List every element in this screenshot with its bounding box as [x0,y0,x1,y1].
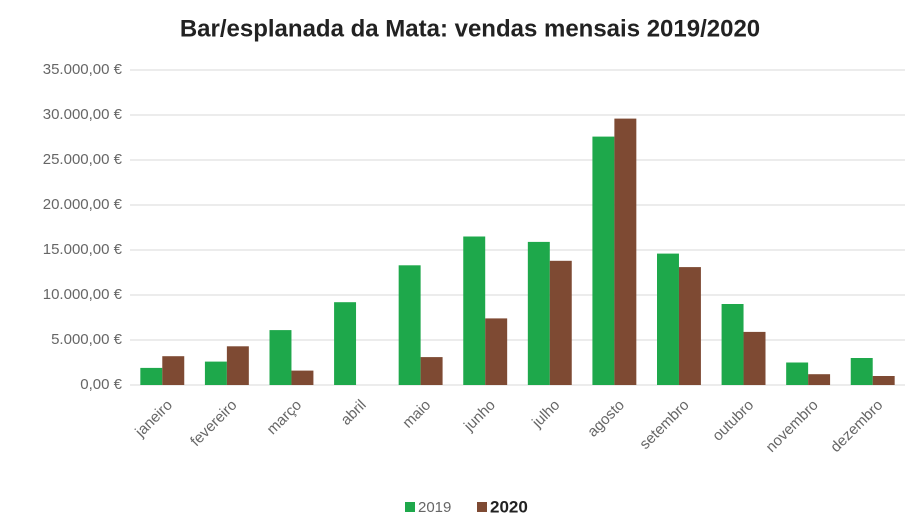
chart-title: Bar/esplanada da Mata: vendas mensais 20… [180,15,760,42]
legend-swatch [405,502,415,512]
x-tick-label: março [264,397,305,438]
bar [786,362,809,385]
bar [721,304,744,385]
bar [678,267,701,385]
y-tick-label: 5.000,00 € [51,331,123,348]
bar [657,253,679,385]
x-tick-label: maio [399,397,434,432]
x-tick-label: dezembro [827,397,886,456]
x-tick-label: junho [460,397,499,436]
bar [226,346,249,385]
bar [527,241,550,385]
bar [808,374,831,385]
legend-label: 2019 [418,499,451,516]
bar [872,376,895,385]
x-tick-label: setembro [636,397,692,453]
y-tick-label: 25.000,00 € [43,151,123,168]
x-tick-label: agosto [584,397,628,441]
legend-label: 2020 [490,497,528,516]
bar [140,367,163,385]
bar [743,331,766,385]
x-tick-label: outubro [709,397,757,445]
y-tick-label: 35.000,00 € [43,61,123,78]
bar [463,236,486,385]
bar [485,318,508,385]
y-tick-label: 30.000,00 € [43,106,123,123]
bar [614,118,637,385]
bar [162,356,185,385]
x-tick-label: novembro [763,397,822,456]
x-tick-label: fevereiro [187,397,240,450]
y-tick-label: 10.000,00 € [43,286,123,303]
y-tick-label: 20.000,00 € [43,196,123,213]
y-tick-label: 0,00 € [80,376,122,393]
bar [398,265,421,385]
x-tick-label: janeiro [131,397,176,442]
bar [204,361,227,385]
bar [592,136,615,385]
bar [420,357,443,385]
bar [269,330,292,385]
bar [549,260,572,385]
x-tick-label: julho [528,397,563,432]
bar [334,302,357,385]
legend-swatch [477,502,487,512]
y-tick-label: 15.000,00 € [43,241,123,258]
bar [291,370,314,385]
bar [850,358,873,385]
x-tick-label: abril [338,397,370,429]
